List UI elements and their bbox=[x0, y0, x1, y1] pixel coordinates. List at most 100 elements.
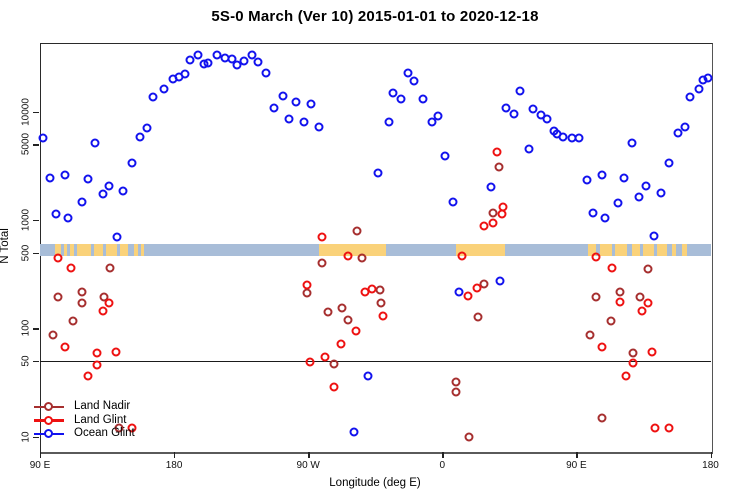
data-point-land-glint bbox=[591, 252, 601, 262]
data-point-ocean-glint bbox=[634, 192, 644, 202]
data-point-ocean-glint bbox=[239, 56, 249, 66]
data-point-ocean-glint bbox=[703, 73, 713, 83]
map-strip-land bbox=[643, 244, 654, 256]
data-point-ocean-glint bbox=[253, 57, 263, 67]
y-tick-label: 50 bbox=[20, 355, 32, 367]
data-point-ocean-glint bbox=[232, 60, 242, 70]
data-point-ocean-glint bbox=[118, 186, 128, 196]
y-tick bbox=[33, 328, 39, 330]
map-strip-land bbox=[120, 244, 128, 256]
data-point-land-glint bbox=[320, 352, 330, 362]
data-point-land-nadir bbox=[473, 312, 483, 322]
data-point-land-glint bbox=[628, 358, 638, 368]
y-tick bbox=[33, 436, 39, 439]
data-point-land-glint bbox=[66, 263, 76, 273]
data-point-land-glint bbox=[329, 382, 339, 392]
y-tick-label: 5000 bbox=[20, 133, 32, 156]
legend-label: Land Glint bbox=[74, 413, 127, 426]
data-point-land-glint bbox=[343, 251, 353, 261]
data-point-land-glint bbox=[367, 284, 377, 294]
data-point-ocean-glint bbox=[127, 158, 137, 168]
data-point-ocean-glint bbox=[649, 231, 659, 241]
data-point-ocean-glint bbox=[396, 94, 406, 104]
data-point-land-nadir bbox=[302, 288, 312, 298]
data-point-ocean-glint bbox=[349, 427, 359, 437]
data-point-ocean-glint bbox=[486, 182, 496, 192]
data-point-land-glint bbox=[647, 347, 657, 357]
data-point-ocean-glint bbox=[90, 138, 100, 148]
data-point-land-glint bbox=[302, 280, 312, 290]
data-point-ocean-glint bbox=[427, 117, 437, 127]
map-strip-land bbox=[63, 244, 67, 256]
map-strip-land bbox=[631, 244, 641, 256]
data-point-land-nadir bbox=[635, 292, 645, 302]
data-point-ocean-glint bbox=[148, 92, 158, 102]
x-tick-label: 90 E bbox=[29, 459, 51, 471]
data-point-land-glint bbox=[317, 232, 327, 242]
data-point-land-nadir bbox=[77, 298, 87, 308]
data-point-land-glint bbox=[637, 306, 647, 316]
data-point-ocean-glint bbox=[694, 84, 704, 94]
legend-marker-icon bbox=[44, 429, 53, 439]
map-strip-land bbox=[588, 244, 596, 256]
map-strip-land bbox=[54, 244, 61, 256]
legend-marker-icon bbox=[44, 415, 53, 425]
data-point-ocean-glint bbox=[600, 213, 610, 223]
x-axis-title: Longitude (deg E) bbox=[329, 477, 421, 489]
data-point-land-glint bbox=[336, 339, 346, 349]
data-point-land-glint bbox=[60, 342, 70, 352]
data-point-ocean-glint bbox=[680, 122, 690, 132]
data-point-land-glint bbox=[479, 221, 489, 231]
data-point-ocean-glint bbox=[597, 170, 607, 180]
data-point-ocean-glint bbox=[495, 276, 505, 286]
data-point-land-nadir bbox=[615, 287, 625, 297]
data-point-land-nadir bbox=[357, 253, 367, 263]
x-tick-label: 0 bbox=[439, 459, 446, 471]
data-point-ocean-glint bbox=[641, 181, 651, 191]
data-point-ocean-glint bbox=[51, 209, 61, 219]
data-point-land-nadir bbox=[597, 413, 607, 423]
data-point-ocean-glint bbox=[159, 84, 169, 94]
data-point-land-glint bbox=[111, 347, 121, 357]
map-strip-land bbox=[318, 244, 386, 256]
data-point-land-glint bbox=[457, 251, 467, 261]
data-point-ocean-glint bbox=[363, 371, 373, 381]
data-point-land-nadir bbox=[352, 226, 362, 236]
data-point-ocean-glint bbox=[278, 91, 288, 101]
x-tick bbox=[710, 452, 712, 458]
data-point-ocean-glint bbox=[193, 50, 203, 60]
y-tick-label: 10 bbox=[20, 431, 32, 443]
data-point-land-nadir bbox=[343, 315, 353, 325]
data-point-ocean-glint bbox=[373, 168, 383, 178]
data-point-ocean-glint bbox=[619, 173, 629, 183]
data-point-ocean-glint bbox=[299, 117, 309, 127]
data-point-ocean-glint bbox=[38, 133, 48, 143]
data-point-ocean-glint bbox=[185, 55, 195, 65]
data-point-ocean-glint bbox=[291, 97, 301, 107]
y-tick-label: 500 bbox=[20, 244, 32, 262]
data-point-ocean-glint bbox=[418, 94, 428, 104]
y-tick-label: 10000 bbox=[20, 97, 32, 126]
data-point-ocean-glint bbox=[284, 114, 294, 124]
data-point-ocean-glint bbox=[112, 232, 122, 242]
data-point-land-glint bbox=[104, 298, 114, 308]
x-tick bbox=[442, 452, 444, 458]
y-tick bbox=[33, 144, 39, 146]
map-strip-land bbox=[682, 244, 687, 256]
data-point-ocean-glint bbox=[574, 133, 584, 143]
data-point-ocean-glint bbox=[433, 111, 443, 121]
data-point-ocean-glint bbox=[582, 175, 592, 185]
data-point-ocean-glint bbox=[98, 189, 108, 199]
map-strip-land bbox=[671, 244, 677, 256]
data-point-ocean-glint bbox=[501, 103, 511, 113]
x-tick bbox=[174, 452, 176, 458]
data-point-ocean-glint bbox=[524, 144, 534, 154]
data-point-land-glint bbox=[351, 326, 361, 336]
data-point-ocean-glint bbox=[104, 181, 114, 191]
data-point-land-nadir bbox=[488, 208, 498, 218]
data-point-land-nadir bbox=[494, 162, 504, 172]
data-point-land-nadir bbox=[48, 330, 58, 340]
reference-line-50 bbox=[40, 361, 711, 363]
data-point-land-nadir bbox=[585, 330, 595, 340]
y-tick-label: 1000 bbox=[20, 208, 32, 232]
